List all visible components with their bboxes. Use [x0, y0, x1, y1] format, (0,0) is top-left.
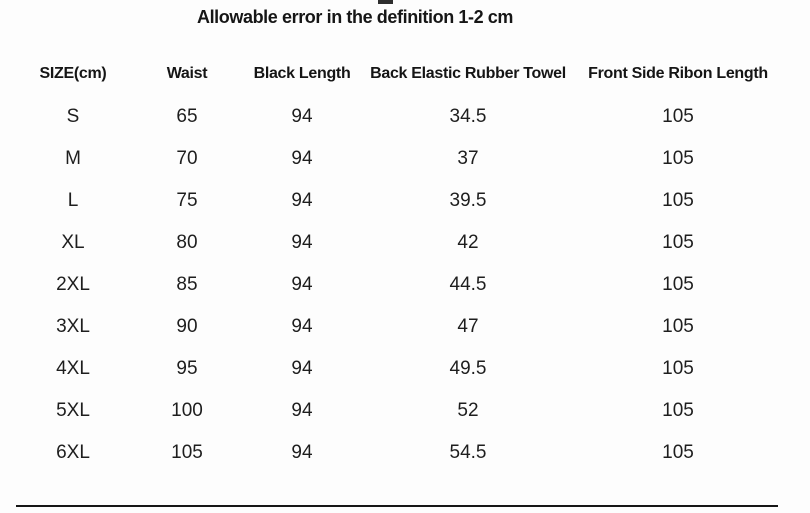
table-cell: 100 [171, 400, 203, 421]
size-table: SIZE(cm) Waist Black Length Back Elastic Ru… [0, 51, 796, 474]
table-cell: 90 [176, 316, 198, 337]
table-cell: 52 [457, 400, 479, 421]
table-cell: 42 [457, 232, 479, 253]
size-label: 4XL [56, 358, 90, 379]
page-title: Allowable error in the definition 1-2 cm [196, 7, 514, 27]
table-cell: 105 [662, 190, 694, 211]
table-cell: 39.5 [449, 190, 487, 211]
table-cell: 94 [291, 358, 313, 379]
size-label: XL [61, 232, 85, 253]
table-cell: 94 [291, 316, 313, 337]
size-label: 2XL [56, 274, 90, 295]
table-cell: 94 [291, 106, 313, 127]
size-label: L [67, 190, 79, 211]
column-header: Front Side Ribon Length [588, 64, 768, 82]
table-cell: 75 [176, 190, 198, 211]
table-cell: 94 [291, 232, 313, 253]
table-cell: 94 [291, 190, 313, 211]
table-cell: 80 [176, 232, 198, 253]
table-cell: 49.5 [449, 358, 487, 379]
table-cell: 94 [291, 400, 313, 421]
table-cell: 94 [291, 442, 313, 463]
table-cell: 105 [662, 274, 694, 295]
table-cell: 94 [291, 274, 313, 295]
table-cell: 54.5 [449, 442, 487, 463]
table-cell: 105 [662, 106, 694, 127]
size-label: M [65, 148, 81, 169]
table-cell: 105 [662, 358, 694, 379]
table-cell: 105 [662, 316, 694, 337]
column-header: Back Elastic Rubber Towel [370, 64, 566, 82]
table-cell: 105 [662, 442, 694, 463]
cropped-artifact [378, 0, 393, 4]
table-cell: 34.5 [449, 106, 487, 127]
column-header: Black Length [253, 64, 351, 82]
size-label: 6XL [56, 442, 90, 463]
column-header: SIZE(cm) [39, 64, 107, 82]
table-cell: 105 [662, 232, 694, 253]
table-cell: 105 [662, 148, 694, 169]
table-cell: 65 [176, 106, 198, 127]
table-cell: 105 [171, 442, 203, 463]
table-cell: 44.5 [449, 274, 487, 295]
table-cell: 85 [176, 274, 198, 295]
table-cell: 95 [176, 358, 198, 379]
column-header: Waist [166, 64, 208, 82]
table-cell: 105 [662, 400, 694, 421]
size-label: 3XL [56, 316, 90, 337]
size-label: S [66, 106, 80, 127]
table-cell: 37 [457, 148, 479, 169]
table-cell: 70 [176, 148, 198, 169]
table-cell: 47 [457, 316, 479, 337]
size-label: 5XL [56, 400, 90, 421]
bottom-divider [16, 505, 778, 507]
table-cell: 94 [291, 148, 313, 169]
